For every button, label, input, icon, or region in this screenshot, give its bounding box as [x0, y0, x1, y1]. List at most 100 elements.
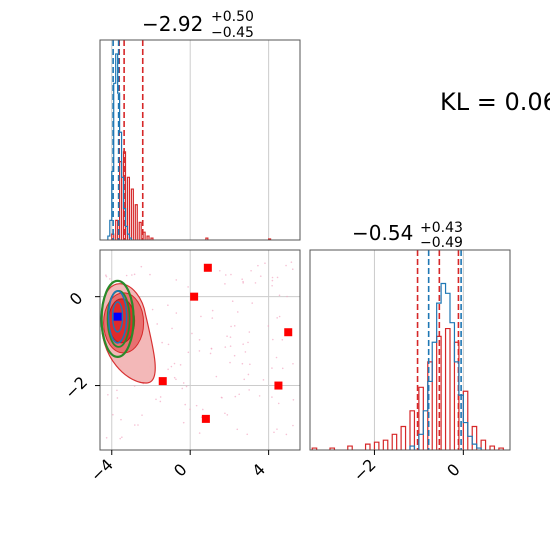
scatter-dot: [187, 351, 190, 354]
scatter-dot: [243, 378, 246, 381]
scatter-dot: [281, 339, 284, 341]
scatter-dot: [233, 354, 236, 357]
scatter-dot: [286, 295, 288, 298]
scatter-dot: [229, 336, 232, 338]
scatter-dot: [137, 424, 139, 426]
scatter-dot: [285, 433, 288, 436]
scatter-dot: [236, 428, 239, 431]
scatter-dot: [159, 400, 162, 403]
scatter-dot: [195, 404, 198, 407]
scatter-dot: [105, 436, 108, 439]
scatter-dot: [133, 273, 136, 276]
scatter-dot: [249, 363, 251, 366]
scatter-dot: [276, 317, 278, 319]
scatter-dot: [278, 294, 281, 297]
my-tick-label-0: −2: [349, 455, 379, 485]
frame-my: [309, 249, 511, 451]
scatter-dot: [107, 393, 109, 396]
scatter-dot: [271, 276, 274, 279]
scatter-dot: [175, 312, 178, 314]
frame-mx: [99, 39, 301, 241]
scatter-dot: [254, 282, 257, 284]
scatter-dot: [258, 395, 261, 397]
kl-label: KL = 0.06: [440, 88, 550, 116]
scatter-dot: [224, 283, 226, 285]
scatter-dot: [185, 385, 188, 388]
scatter-dot: [167, 368, 169, 371]
scatter-dot: [242, 280, 244, 283]
scatter-dot: [271, 284, 273, 287]
title-y-plus: +0.43: [420, 220, 463, 236]
scatter-dot: [218, 269, 221, 272]
red-marker-0: [203, 263, 212, 272]
scatter-dot: [211, 317, 214, 319]
scatter-dot: [121, 436, 123, 439]
scatter-dot: [116, 397, 119, 399]
scatter-dot: [233, 325, 236, 327]
title-y-value: −0.54: [352, 221, 413, 245]
scatter-dot: [278, 315, 281, 318]
scatter-dot: [257, 264, 259, 267]
scatter-dot: [275, 356, 278, 359]
scatter-dot: [161, 341, 163, 344]
red-marker-5: [201, 414, 210, 423]
scatter-dot: [226, 414, 229, 416]
scatter-dot: [210, 348, 213, 350]
scatter-dot: [234, 395, 237, 398]
scatter-dot: [273, 431, 275, 434]
scatter-dot: [170, 365, 173, 368]
scatter-dot: [109, 278, 111, 280]
scatter-dot: [125, 274, 128, 277]
scatter-dot: [271, 279, 274, 282]
red-marker-1: [190, 292, 199, 301]
jy-tick-label-1: 0: [66, 288, 87, 309]
scatter-dot: [224, 346, 227, 348]
scatter-dot: [156, 323, 159, 325]
scatter-dot: [105, 275, 108, 278]
title-x-plus: +0.50: [211, 9, 254, 25]
frame-joint: [99, 249, 301, 451]
scatter-dot: [272, 338, 274, 341]
scatter-dot: [149, 273, 151, 276]
title-x-minus: −0.45: [211, 25, 254, 41]
mx-series-1: [107, 53, 132, 240]
scatter-dot: [141, 414, 143, 416]
jx-tick-label-1: 0: [170, 460, 191, 481]
panel-joint: −4 0 4 −2 0: [61, 249, 301, 485]
scatter-dot: [276, 428, 278, 430]
title-x-value: −2.92: [142, 12, 203, 36]
scatter-dot: [175, 378, 177, 381]
scatter-dot: [285, 264, 287, 267]
jx-tick-label-0: −4: [87, 455, 117, 485]
scatter-dot: [179, 364, 182, 366]
scatter-dot: [241, 278, 243, 281]
scatter-dot: [209, 352, 212, 355]
scatter-dot: [187, 286, 189, 288]
scatter-dot: [271, 367, 273, 369]
blue-contour-inner: [111, 301, 124, 333]
scatter-dot: [133, 385, 136, 387]
scatter-dot: [259, 275, 262, 277]
scatter-dot: [230, 273, 232, 276]
scatter-dot: [246, 433, 249, 436]
title-y-minus: −0.49: [420, 235, 463, 251]
scatter-dot: [248, 331, 251, 333]
scatter-dot: [184, 403, 187, 406]
scatter-dot: [198, 350, 201, 352]
scatter-dot: [247, 341, 249, 344]
scatter-dot: [182, 421, 185, 424]
scatter-dot: [189, 408, 191, 411]
scatter-dot: [291, 268, 294, 271]
blue-marker: [113, 312, 122, 321]
scatter-dot: [281, 367, 284, 370]
scatter-dot: [167, 343, 170, 346]
scatter-dot: [120, 418, 122, 421]
scatter-dot: [267, 325, 270, 327]
scatter-dot: [264, 262, 266, 265]
title-marginal-x: −2.92 +0.50 −0.45: [142, 9, 254, 41]
scatter-dot: [242, 343, 244, 345]
scatter-dot: [276, 276, 279, 279]
scatter-dot: [211, 309, 214, 312]
scatter-dot: [229, 345, 232, 347]
scatter-dot: [224, 412, 226, 415]
